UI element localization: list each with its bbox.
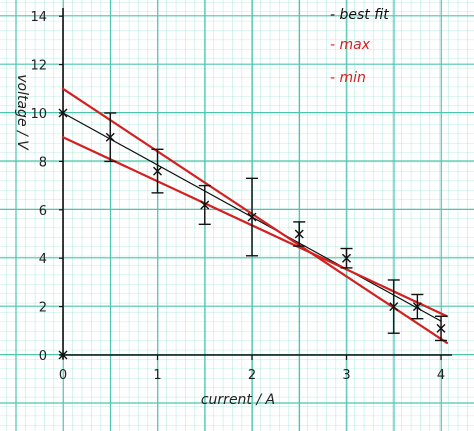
data-point bbox=[342, 253, 351, 263]
legend: - best fit - max - min bbox=[330, 7, 389, 86]
data-point-stroke-b bbox=[200, 200, 210, 210]
y-tick-label: 2 bbox=[39, 301, 47, 316]
y-tick-label: 10 bbox=[30, 107, 47, 122]
line-max bbox=[61, 87, 449, 344]
data-point-stroke-b bbox=[105, 132, 115, 142]
x-tick-label: 4 bbox=[437, 368, 445, 383]
y-tick-label: 6 bbox=[39, 204, 47, 219]
data-point bbox=[105, 132, 115, 142]
y-tick-label: 8 bbox=[39, 155, 47, 170]
legend-best-fit: - best fit bbox=[330, 7, 389, 23]
data-point-stroke-b bbox=[294, 229, 304, 239]
data-point bbox=[200, 200, 210, 210]
legend-min: - min bbox=[330, 70, 366, 86]
y-tick-label: 12 bbox=[30, 59, 47, 74]
axes bbox=[60, 8, 452, 359]
line-min bbox=[61, 136, 449, 318]
data-point bbox=[294, 229, 304, 239]
data-point bbox=[389, 302, 399, 312]
data-points bbox=[58, 108, 446, 360]
y-tick-label: 14 bbox=[30, 10, 47, 25]
data-point-stroke-b bbox=[342, 253, 351, 263]
data-point bbox=[412, 302, 422, 312]
data-point bbox=[153, 166, 162, 176]
data-point bbox=[58, 108, 68, 118]
data-point-stroke-b bbox=[412, 302, 422, 312]
data-point-stroke-b bbox=[58, 108, 68, 118]
data-point-stroke-b bbox=[389, 302, 399, 312]
data-point bbox=[436, 323, 446, 333]
y-axis-label: voltage / V bbox=[14, 74, 30, 151]
x-tick-label: 1 bbox=[153, 368, 161, 383]
data-point-stroke-b bbox=[153, 166, 162, 176]
error-bars bbox=[104, 112, 447, 342]
data-point bbox=[247, 212, 257, 222]
x-tick-label: 2 bbox=[248, 368, 256, 383]
data-point-stroke-b bbox=[247, 212, 257, 222]
data-point bbox=[58, 350, 68, 360]
y-tick-label: 4 bbox=[39, 252, 47, 267]
y-tick-label: 0 bbox=[39, 349, 47, 364]
x-axis-label: current / A bbox=[201, 392, 275, 408]
x-tick-label: 0 bbox=[59, 368, 67, 383]
data-point-stroke-b bbox=[436, 323, 446, 333]
legend-max: - max bbox=[330, 37, 371, 53]
x-tick-label: 3 bbox=[342, 368, 350, 383]
data-point-stroke-b bbox=[58, 350, 68, 360]
